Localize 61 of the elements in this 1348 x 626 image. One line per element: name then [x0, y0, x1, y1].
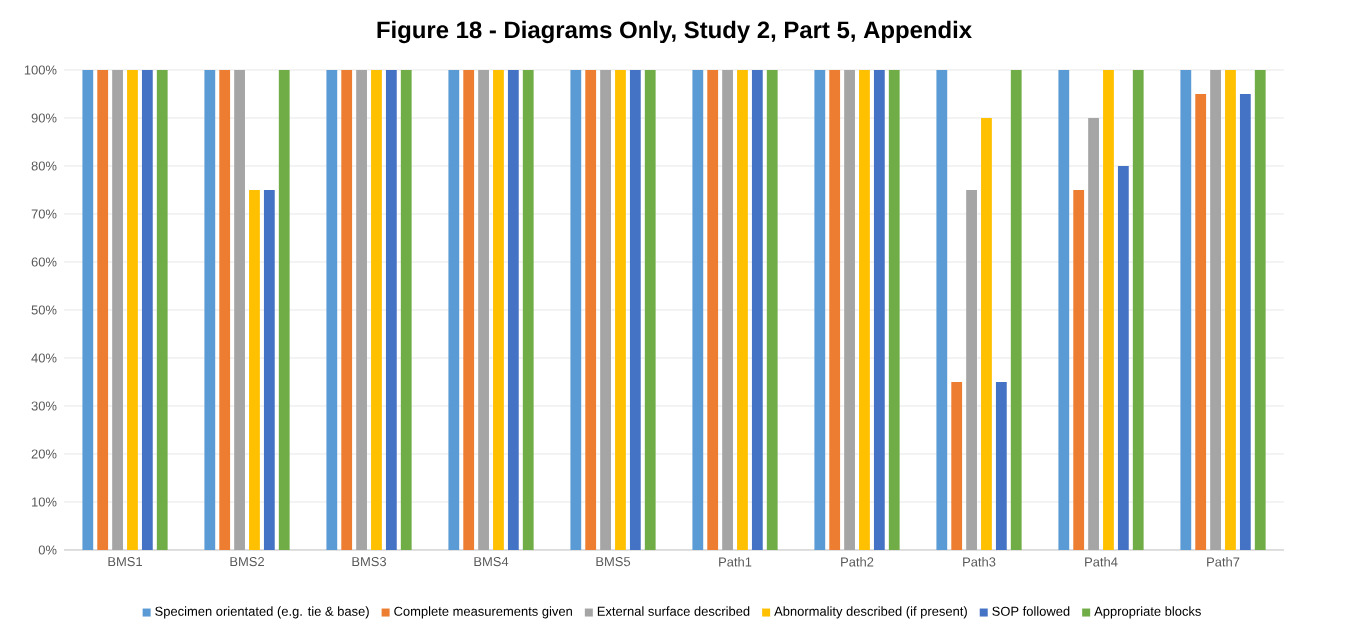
- bar: [234, 69, 245, 550]
- bar: [204, 69, 216, 550]
- bar: [278, 69, 290, 550]
- bar: [493, 69, 504, 550]
- bar: [448, 69, 460, 550]
- bar: [766, 69, 778, 550]
- bar: [385, 69, 397, 550]
- bar: [97, 69, 109, 550]
- bar: [1254, 69, 1266, 550]
- bar: [507, 69, 519, 550]
- bar: [1058, 69, 1070, 550]
- bar: [615, 69, 626, 550]
- bar: [888, 69, 900, 550]
- bar: [263, 189, 275, 550]
- bar: [1073, 189, 1085, 550]
- bar: [585, 69, 597, 550]
- bar: [400, 69, 412, 550]
- bar: [951, 381, 963, 550]
- bar: [570, 69, 582, 550]
- bar: [692, 69, 704, 550]
- bar: [629, 69, 641, 550]
- bar: [844, 69, 855, 550]
- bar: [249, 189, 260, 550]
- bar: [1195, 93, 1207, 550]
- bar: [1210, 69, 1221, 550]
- bar: [356, 69, 367, 550]
- bar: [751, 69, 763, 550]
- bar: [600, 69, 611, 550]
- bar: [644, 69, 656, 550]
- bar: [141, 69, 153, 550]
- bar: [1225, 69, 1236, 550]
- bar: [873, 69, 885, 550]
- bar: [707, 69, 719, 550]
- bar: [371, 69, 382, 550]
- bar: [127, 69, 138, 550]
- bar: [219, 69, 231, 550]
- bar: [522, 69, 534, 550]
- bar: [829, 69, 841, 550]
- bar: [981, 117, 992, 550]
- bar: [341, 69, 353, 550]
- bar: [156, 69, 168, 550]
- bar: [859, 69, 870, 550]
- bar: [1117, 165, 1129, 550]
- bar: [1132, 69, 1144, 550]
- bar: [1088, 117, 1099, 550]
- bar: [1010, 69, 1022, 550]
- bar: [1180, 69, 1192, 550]
- bar: [82, 69, 94, 550]
- bar: [463, 69, 475, 550]
- bar: [1103, 69, 1114, 550]
- bar: [722, 69, 733, 550]
- bar: [478, 69, 489, 550]
- bar: [814, 69, 826, 550]
- bar: [326, 69, 338, 550]
- bar: [112, 69, 123, 550]
- bar: [995, 381, 1007, 550]
- bar: [1239, 93, 1251, 550]
- bar: [737, 69, 748, 550]
- bar: [936, 69, 948, 550]
- bar: [966, 189, 977, 550]
- chart-title: Figure 18 - Diagrams Only, Study 2, Part 5, Appendix: [377, 20, 972, 43]
